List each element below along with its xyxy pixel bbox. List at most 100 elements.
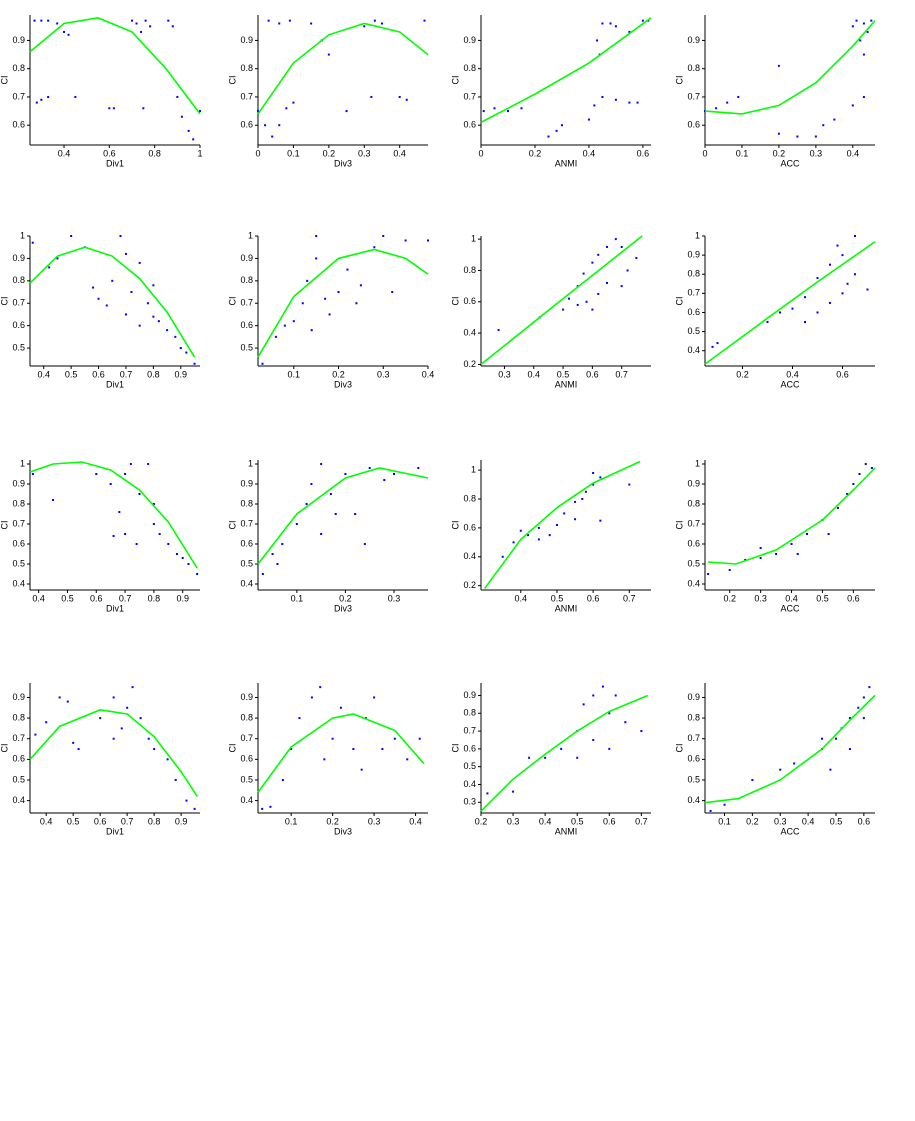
- x-tick-label: 0.4: [32, 593, 45, 603]
- point: [149, 25, 152, 28]
- point: [323, 758, 326, 761]
- y-tick-label: 0.7: [240, 298, 253, 308]
- point: [131, 19, 133, 22]
- point: [862, 53, 865, 56]
- y-tick-label: 0.8: [463, 63, 476, 73]
- point: [804, 321, 806, 324]
- point: [257, 110, 259, 113]
- point: [862, 95, 865, 98]
- point: [417, 467, 420, 469]
- x-tick-label: 0.5: [61, 593, 74, 603]
- y-axis-label: CI: [674, 744, 684, 753]
- x-tick-label: 1: [197, 148, 202, 158]
- point: [711, 345, 714, 348]
- point: [560, 747, 563, 750]
- fit-curve: [29, 246, 196, 358]
- fit-curve: [257, 22, 429, 115]
- point: [606, 245, 609, 248]
- y-tick-label: 0.8: [240, 275, 253, 285]
- point: [152, 284, 155, 287]
- x-tick-label: 0: [702, 148, 707, 158]
- point: [320, 463, 323, 465]
- point: [167, 19, 170, 22]
- point: [601, 95, 604, 98]
- y-tick-label: 0.6: [687, 538, 700, 548]
- y-tick-label: 0.2: [463, 359, 476, 369]
- point: [167, 543, 170, 545]
- y-tick-label: 0.6: [240, 538, 253, 548]
- point: [857, 706, 860, 709]
- point: [555, 524, 558, 526]
- point: [641, 19, 644, 22]
- point: [862, 717, 865, 720]
- y-tick-label: 0.5: [687, 326, 700, 336]
- point: [276, 563, 279, 565]
- y-tick-label: 1: [20, 458, 25, 468]
- point: [608, 747, 611, 750]
- point: [405, 98, 408, 101]
- point: [281, 543, 284, 545]
- point: [112, 107, 115, 110]
- point: [66, 700, 69, 703]
- point: [346, 268, 349, 271]
- x-tick-label: 0.6: [586, 369, 599, 379]
- point: [779, 768, 782, 771]
- point: [486, 792, 489, 795]
- point: [848, 748, 851, 751]
- x-axis-label: Div3: [334, 158, 352, 168]
- point: [124, 313, 127, 316]
- point: [848, 717, 851, 720]
- point: [382, 235, 385, 237]
- point: [497, 328, 500, 331]
- point: [560, 124, 563, 127]
- y-axis-label: CI: [227, 297, 237, 306]
- point: [858, 473, 861, 475]
- point: [174, 335, 177, 338]
- y-tick-label: 0.6: [12, 538, 25, 548]
- x-tick-label: 0.5: [571, 816, 584, 826]
- point: [295, 523, 298, 525]
- point: [292, 101, 295, 104]
- x-tick-label: 0.4: [393, 148, 406, 158]
- point: [597, 253, 600, 256]
- y-tick-label: 0.4: [687, 578, 700, 588]
- x-tick-label: 0.7: [615, 369, 628, 379]
- point: [791, 307, 794, 310]
- point: [599, 476, 602, 479]
- point: [775, 553, 778, 555]
- point: [864, 463, 867, 465]
- x-tick-label: 0.4: [539, 816, 552, 826]
- x-axis-label: ACC: [780, 158, 800, 168]
- point: [192, 138, 195, 141]
- point: [360, 768, 363, 771]
- x-tick-label: 0.4: [40, 816, 53, 826]
- point: [339, 706, 342, 709]
- x-tick-label: 0.5: [557, 369, 570, 379]
- point: [45, 721, 48, 724]
- x-tick-label: 0.5: [816, 593, 829, 603]
- point: [40, 19, 43, 22]
- y-tick-label: 0.3: [463, 797, 476, 807]
- point: [576, 756, 579, 759]
- point: [77, 748, 80, 751]
- y-tick-label: 0.7: [463, 725, 476, 735]
- point: [147, 463, 150, 465]
- point: [112, 737, 115, 740]
- point: [135, 543, 138, 545]
- point: [112, 696, 115, 699]
- point: [185, 351, 188, 354]
- point: [628, 483, 631, 486]
- x-tick-label: 0.5: [830, 816, 843, 826]
- point: [180, 115, 183, 118]
- x-axis-label: Div3: [334, 379, 352, 389]
- point: [596, 39, 599, 42]
- point: [841, 292, 844, 295]
- point: [393, 737, 396, 740]
- point: [574, 500, 577, 503]
- point: [562, 308, 565, 311]
- point: [836, 244, 839, 247]
- point: [315, 257, 318, 260]
- point: [737, 95, 740, 98]
- point: [129, 463, 132, 465]
- point: [310, 22, 313, 25]
